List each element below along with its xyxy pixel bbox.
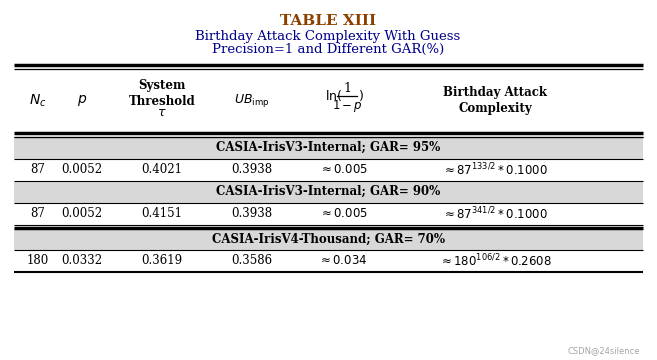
Text: $\tau$: $\tau$ — [157, 106, 167, 119]
Text: CSDN@24silence: CSDN@24silence — [568, 346, 640, 355]
Text: $\approx 87^{133/2} * 0.1000$: $\approx 87^{133/2} * 0.1000$ — [442, 161, 548, 178]
Text: $\approx 87^{341/2} * 0.1000$: $\approx 87^{341/2} * 0.1000$ — [442, 205, 548, 222]
Text: 0.4151: 0.4151 — [141, 207, 183, 220]
Text: Birthday Attack
Complexity: Birthday Attack Complexity — [443, 86, 547, 115]
Text: $1-p$: $1-p$ — [332, 98, 363, 114]
Text: 0.3938: 0.3938 — [231, 207, 273, 220]
Text: $\approx 180^{106/2} * 0.2608$: $\approx 180^{106/2} * 0.2608$ — [439, 253, 551, 269]
Bar — [14, 228, 643, 250]
Text: Precision=1 and Different GAR(%): Precision=1 and Different GAR(%) — [212, 43, 444, 56]
Text: 0.0052: 0.0052 — [62, 207, 102, 220]
Text: 180: 180 — [27, 255, 49, 267]
Bar — [14, 180, 643, 202]
Text: $)$: $)$ — [358, 88, 364, 103]
Text: CASIA-IrisV3-Internal; GAR= 90%: CASIA-IrisV3-Internal; GAR= 90% — [216, 185, 440, 198]
Text: $UB_{\mathrm{imp}}$: $UB_{\mathrm{imp}}$ — [234, 92, 270, 109]
Text: 0.0332: 0.0332 — [62, 255, 102, 267]
Text: $\approx 0.034$: $\approx 0.034$ — [318, 255, 368, 267]
Text: CASIA-IrisV4-Thousand; GAR= 70%: CASIA-IrisV4-Thousand; GAR= 70% — [212, 233, 445, 246]
Text: 87: 87 — [31, 163, 45, 176]
Text: 87: 87 — [31, 207, 45, 220]
Text: $N_c$: $N_c$ — [29, 93, 47, 109]
Text: $\approx 0.005$: $\approx 0.005$ — [319, 207, 367, 220]
Text: 0.3586: 0.3586 — [231, 255, 273, 267]
Text: CASIA-IrisV3-Internal; GAR= 95%: CASIA-IrisV3-Internal; GAR= 95% — [216, 141, 440, 154]
Bar — [14, 136, 643, 158]
Text: 1: 1 — [343, 82, 351, 95]
Text: TABLE XIII: TABLE XIII — [280, 14, 376, 28]
Text: $p$: $p$ — [77, 93, 87, 108]
Text: $\approx 0.005$: $\approx 0.005$ — [319, 163, 367, 176]
Text: System
Threshold: System Threshold — [129, 79, 195, 108]
Text: 0.3938: 0.3938 — [231, 163, 273, 176]
Text: 0.4021: 0.4021 — [141, 163, 183, 176]
Text: 0.0052: 0.0052 — [62, 163, 102, 176]
Text: 0.3619: 0.3619 — [141, 255, 183, 267]
Text: $\mathrm{ln}($: $\mathrm{ln}($ — [325, 88, 342, 103]
Text: Birthday Attack Complexity With Guess: Birthday Attack Complexity With Guess — [195, 30, 461, 43]
